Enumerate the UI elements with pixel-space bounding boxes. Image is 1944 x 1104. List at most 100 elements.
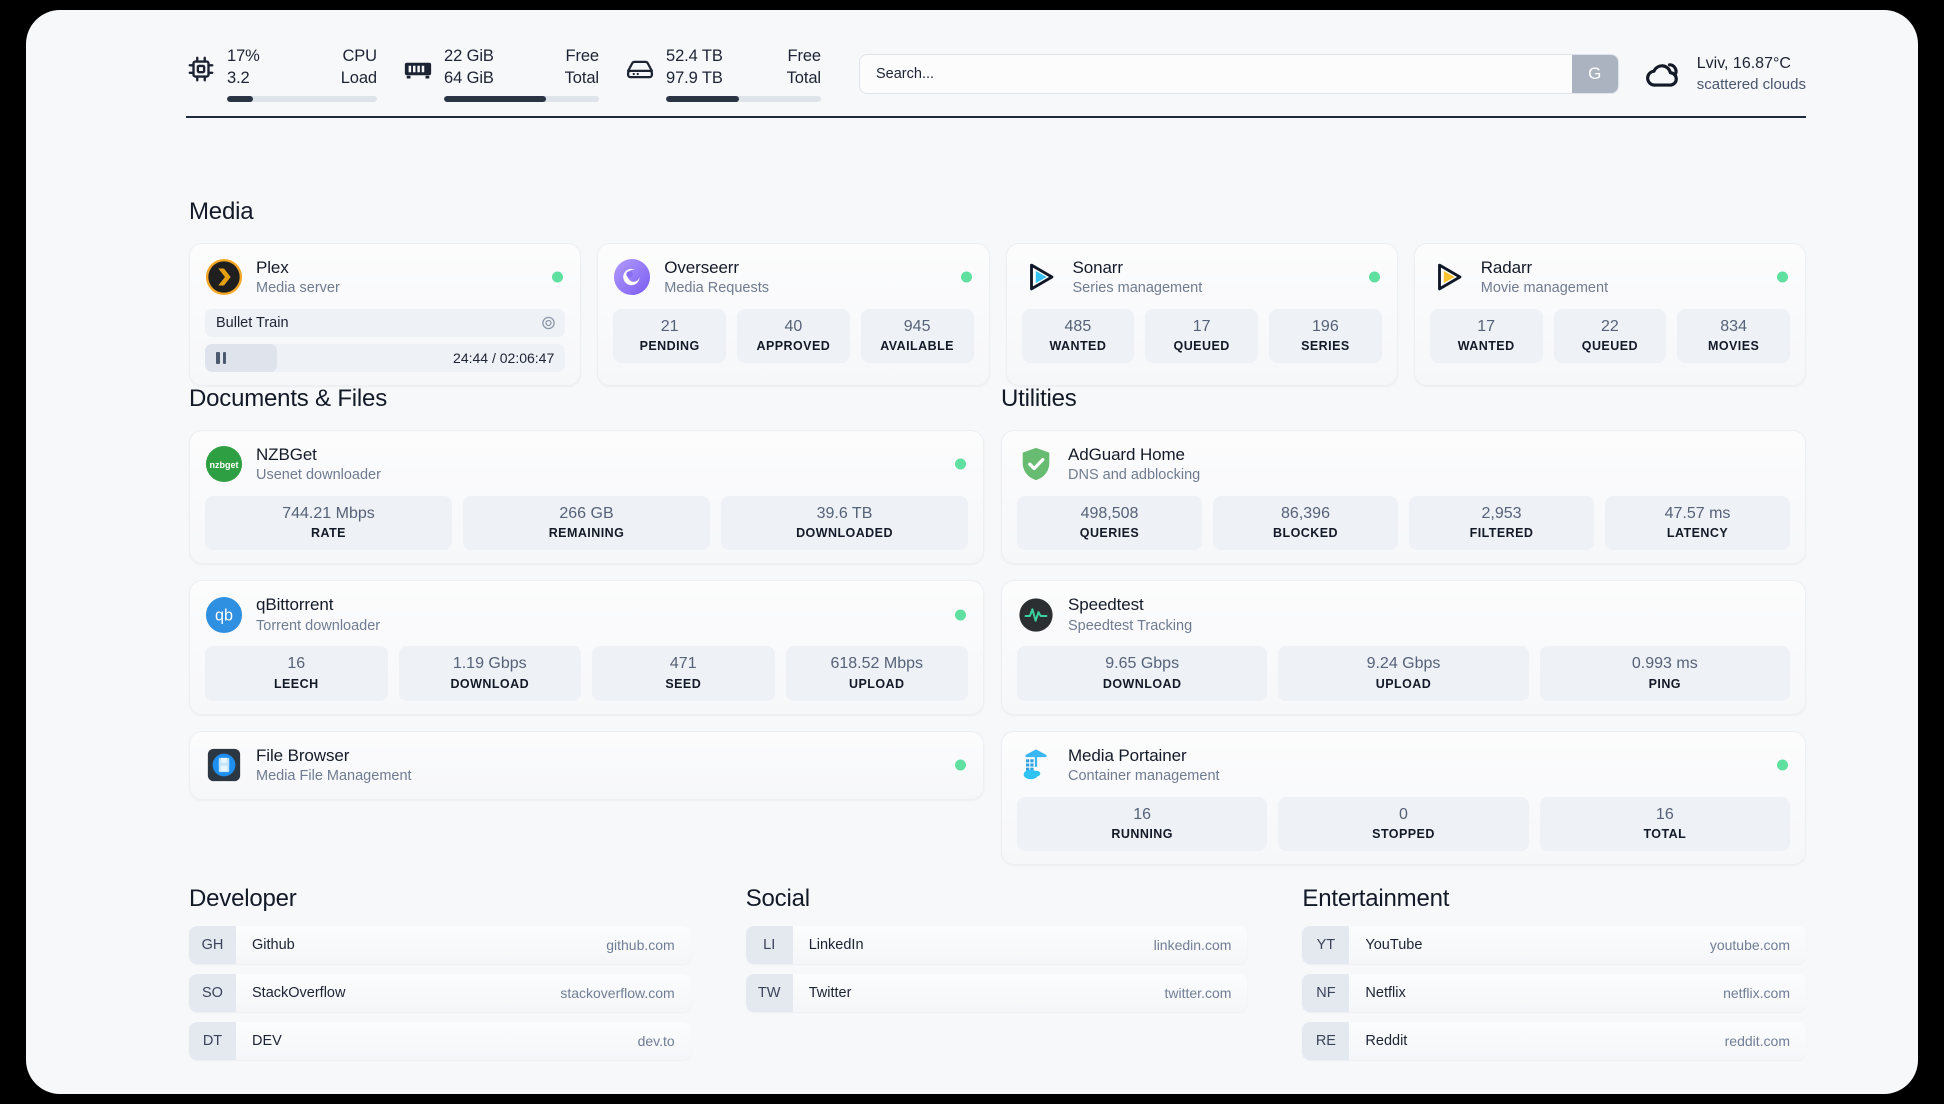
- service-name: qBittorrent: [256, 595, 334, 615]
- utilities-card-column: AdGuard Home DNS and adblocking 498,508 Q…: [1001, 430, 1806, 866]
- svg-text:nzbget: nzbget: [209, 460, 238, 470]
- stat-label: RUNNING: [1111, 827, 1173, 842]
- stat-label: WANTED: [1457, 339, 1515, 354]
- bookmark-item-twitter[interactable]: TW Twitter twitter.com: [745, 974, 1248, 1012]
- service-card-header: Media Portainer Container management: [1017, 745, 1790, 786]
- stat-label: RATE: [311, 526, 346, 541]
- stat-wanted: 485 WANTED: [1021, 308, 1135, 364]
- bookmark-name: Reddit: [1365, 1033, 1408, 1049]
- system-stat-label-primary: Free: [787, 47, 821, 66]
- bookmarks-area: Developer GH Github github.com SO StackOve…: [189, 885, 1806, 1060]
- status-badge: [955, 759, 966, 771]
- service-description: Speedtest Tracking: [1068, 617, 1193, 634]
- search-submit-button[interactable]: G: [1571, 55, 1618, 93]
- documents-section-title: Documents & Files: [189, 385, 387, 412]
- utilities-section: Utilities AdGuard Home DNS and adblockin…: [1001, 385, 1806, 866]
- bookmark-group-title: Entertainment: [1302, 885, 1450, 912]
- bookmark-item-netflix[interactable]: NF Netflix netflix.com: [1302, 974, 1806, 1012]
- stat-value: 22: [1600, 317, 1619, 335]
- search-box[interactable]: G: [859, 54, 1619, 94]
- stat-download: 9.65 Gbps DOWNLOAD: [1017, 646, 1268, 701]
- service-card-qbittorrent[interactable]: qb qBittorrent Torrent downloader 16 LEECH…: [189, 580, 984, 715]
- playback-progress-bar[interactable]: 24:44 / 02:06:47: [205, 343, 566, 372]
- documents-card-column: nzbget NZBGet Usenet downloader 744.21 Mbp…: [189, 430, 984, 800]
- bookmark-url: netflix.com: [1723, 985, 1790, 1001]
- service-card-nzbget[interactable]: nzbget NZBGet Usenet downloader 744.21 Mbp…: [189, 430, 984, 565]
- service-card-media-portainer[interactable]: Media Portainer Container management 16 R…: [1001, 730, 1806, 866]
- system-stat-value-primary: 17%: [227, 47, 260, 66]
- stat-rate: 744.21 Mbps RATE: [205, 495, 452, 551]
- bookmark-item-github[interactable]: GH Github github.com: [189, 926, 691, 964]
- stat-label: UPLOAD: [849, 676, 905, 691]
- service-card-header: Sonarr Series management: [1022, 257, 1382, 298]
- service-card-file-browser[interactable]: File Browser Media File Management: [189, 730, 984, 800]
- bookmark-item-reddit[interactable]: RE Reddit reddit.com: [1302, 1022, 1806, 1060]
- filebrowser-icon: [205, 746, 243, 784]
- stat-pending: 21 PENDING: [613, 308, 726, 364]
- service-card-radarr[interactable]: Radarr Movie management 17 WANTED 22 QUEUE…: [1413, 243, 1806, 386]
- svg-text:qb: qb: [215, 607, 233, 625]
- stat-label: REMAINING: [548, 526, 625, 541]
- service-card-header: Overseerr Media Requests: [613, 257, 973, 298]
- status-badge: [955, 458, 966, 470]
- service-stats-row: 485 WANTED 17 QUEUED 196 SERIES: [1021, 308, 1382, 364]
- cast-icon: [541, 315, 556, 330]
- stat-upload: 9.24 Gbps UPLOAD: [1278, 646, 1529, 701]
- media-section: Media Plex Media server Bullet Train 24:4…: [189, 198, 1806, 386]
- system-stat-memory: 22 GiB 64 GiB Free Total: [403, 46, 599, 102]
- weather-condition: scattered clouds: [1696, 75, 1806, 93]
- bookmark-name: DEV: [252, 1033, 282, 1049]
- service-description: Usenet downloader: [256, 467, 381, 484]
- bookmark-list: YT YouTube youtube.com NF Netflix netflix…: [1302, 926, 1806, 1060]
- bookmark-badge: LI: [745, 926, 793, 964]
- service-card-plex[interactable]: Plex Media server Bullet Train 24:44 / 02…: [189, 243, 582, 386]
- bookmark-name: YouTube: [1365, 937, 1423, 953]
- service-name: NZBGet: [256, 445, 317, 464]
- service-description: Movie management: [1480, 280, 1609, 297]
- service-stats-row: 498,508 QUERIES 86,396 BLOCKED 2,953 FILTE…: [1017, 495, 1790, 551]
- weather-widget: Lviv, 16.87°C scattered clouds: [1645, 53, 1806, 95]
- media-card-row: Plex Media server Bullet Train 24:44 / 02…: [189, 243, 1806, 386]
- bookmark-item-linkedin[interactable]: LI LinkedIn linkedin.com: [745, 926, 1248, 964]
- bookmark-group-entertainment: Entertainment YT YouTube youtube.com NF Ne…: [1302, 885, 1806, 1060]
- service-description: Media Requests: [664, 280, 770, 297]
- status-badge: [1777, 271, 1788, 283]
- stat-value: 16: [1133, 805, 1152, 823]
- bookmark-item-stackoverflow[interactable]: SO StackOverflow stackoverflow.com: [189, 974, 691, 1012]
- dashboard-page: 17% 3.2 CPU Load 22 GiB 64 GiB Free Total 52…: [26, 10, 1918, 1094]
- weather-location-temp: Lviv, 16.87°C: [1696, 55, 1791, 73]
- bookmark-name: Twitter: [808, 985, 852, 1001]
- pause-icon[interactable]: [216, 351, 226, 364]
- service-stats-row: 16 LEECH 1.19 Gbps DOWNLOAD 471 SEED 618.52…: [205, 646, 968, 701]
- status-badge: [960, 271, 972, 283]
- stat-value: 485: [1064, 317, 1092, 335]
- stat-upload: 618.52 Mbps UPLOAD: [785, 646, 968, 701]
- bookmark-group-title: Social: [745, 885, 810, 912]
- bookmark-group-social: Social LI LinkedIn linkedin.com TW Twitter…: [745, 885, 1248, 1060]
- stat-value: 17: [1192, 317, 1211, 335]
- stat-value: 266 GB: [559, 504, 614, 522]
- cloud-icon: [1645, 55, 1683, 93]
- service-card-speedtest[interactable]: Speedtest Speedtest Tracking 9.65 Gbps DO…: [1001, 580, 1806, 715]
- bookmark-url: reddit.com: [1724, 1033, 1790, 1049]
- media-section-title: Media: [189, 198, 254, 225]
- stat-value: 0: [1399, 805, 1408, 823]
- bookmark-name: LinkedIn: [808, 937, 864, 953]
- service-card-header: AdGuard Home DNS and adblocking: [1017, 444, 1790, 485]
- service-card-sonarr[interactable]: Sonarr Series management 485 WANTED 17 QUE…: [1005, 243, 1398, 386]
- stat-series: 196 SERIES: [1269, 308, 1382, 364]
- search-input[interactable]: [860, 55, 1572, 93]
- stat-movies: 834 MOVIES: [1677, 308, 1790, 364]
- bookmark-item-youtube[interactable]: YT YouTube youtube.com: [1302, 926, 1806, 964]
- bookmark-group-title: Developer: [189, 885, 297, 912]
- bookmark-url: linkedin.com: [1153, 937, 1232, 953]
- stat-label: TOTAL: [1643, 827, 1687, 842]
- stat-queued: 17 QUEUED: [1145, 308, 1258, 364]
- service-card-adguard-home[interactable]: AdGuard Home DNS and adblocking 498,508 Q…: [1001, 430, 1806, 565]
- system-stat-progress-bar: [666, 95, 821, 102]
- stat-value: 471: [669, 655, 697, 673]
- service-card-overseerr[interactable]: Overseerr Media Requests 21 PENDING 40 APP…: [597, 243, 990, 386]
- bookmark-item-dev[interactable]: DT DEV dev.to: [189, 1022, 691, 1060]
- stat-value: 618.52 Mbps: [830, 655, 923, 673]
- stat-value: 196: [1312, 317, 1339, 335]
